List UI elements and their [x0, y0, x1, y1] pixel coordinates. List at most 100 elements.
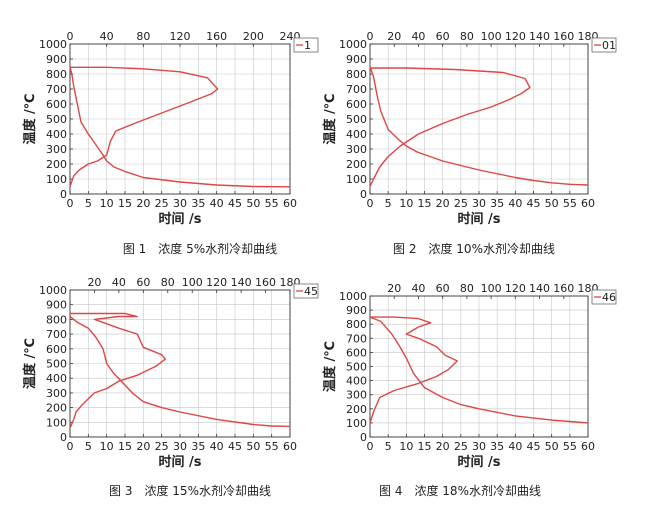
series-line-top-axis [69, 312, 167, 429]
y-tick-label: 600 [46, 98, 67, 111]
legend-label: 45 [304, 285, 318, 298]
y-tick-label: 900 [46, 299, 67, 312]
x-tick-label: 50 [246, 440, 260, 453]
top-tick-label: 100 [182, 276, 203, 289]
y-tick-label: 0 [60, 188, 67, 201]
top-tick-label: 20 [387, 282, 401, 295]
top-tick-label: 60 [436, 30, 450, 43]
x-tick-label: 20 [436, 197, 450, 210]
series-line-bottom-axis [369, 66, 589, 186]
x-tick-label: 60 [283, 197, 297, 210]
top-tick-label: 40 [100, 30, 114, 43]
x-tick-label: 50 [545, 197, 559, 210]
x-tick-label: 45 [527, 440, 541, 453]
legend-label: 46 [602, 291, 616, 304]
x-tick-label: 15 [418, 440, 432, 453]
series-line-bottom-axis [369, 316, 589, 424]
top-tick-label: 60 [136, 276, 150, 289]
top-tick-label: 100 [481, 282, 502, 295]
x-tick-label: 35 [490, 440, 504, 453]
x-tick-label: 15 [418, 197, 432, 210]
top-tick-label: 140 [529, 282, 550, 295]
chart-4: 0 5 10 15 20 25 30 35 40 45 50 55 600100200300400500… [322, 282, 617, 498]
y-tick-label: 500 [346, 113, 367, 126]
x-tick-label: 55 [265, 197, 279, 210]
x-tick-label: 40 [508, 197, 522, 210]
x-tick-label: 10 [399, 197, 413, 210]
x-tick-label: 20 [136, 440, 150, 453]
y-tick-label: 700 [346, 83, 367, 96]
y-tick-label: 200 [346, 158, 367, 171]
legend-box [591, 289, 617, 305]
y-tick-label: 500 [46, 113, 67, 126]
top-tick-label: 60 [436, 282, 450, 295]
figure-caption: 图 3 浓度 15%水剂冷却曲线 [109, 483, 271, 498]
y-tick-label: 300 [46, 143, 67, 156]
top-tick-label: 140 [231, 276, 252, 289]
x-tick-label: 0 [67, 440, 74, 453]
y-tick-label: 600 [46, 343, 67, 356]
x-tick-label: 45 [527, 197, 541, 210]
y-tick-label: 800 [346, 318, 367, 331]
y-axis-label: 温度 /℃ [22, 338, 38, 389]
x-tick-label: 55 [265, 440, 279, 453]
y-tick-label: 0 [360, 431, 367, 444]
x-axis-label: 时间 /s [158, 454, 201, 470]
x-tick-label: 45 [228, 197, 242, 210]
x-tick-label: 25 [454, 440, 468, 453]
chart-2: 0 5 10 15 20 25 30 35 40 45 50 55 600100200300400500… [322, 30, 617, 256]
x-tick-label: 50 [246, 197, 260, 210]
x-tick-label: 5 [85, 197, 92, 210]
top-tick-label: 160 [206, 30, 227, 43]
x-tick-label: 10 [399, 440, 413, 453]
x-tick-label: 20 [136, 197, 150, 210]
y-tick-label: 400 [46, 128, 67, 141]
x-tick-label: 25 [155, 197, 169, 210]
figure-caption: 图 1 浓度 5%水剂冷却曲线 [123, 241, 277, 256]
legend-label: 1 [304, 39, 311, 52]
x-tick-label: 5 [85, 440, 92, 453]
y-tick-label: 600 [346, 346, 367, 359]
x-axis-label: 时间 /s [158, 211, 201, 227]
x-tick-label: 50 [545, 440, 559, 453]
y-tick-label: 500 [346, 361, 367, 374]
x-tick-label: 30 [173, 197, 187, 210]
x-axis-label: 时间 /s [457, 454, 500, 470]
y-tick-label: 100 [346, 173, 367, 186]
top-tick-label: 80 [136, 30, 150, 43]
top-tick-label: 160 [553, 30, 574, 43]
top-tick-label: 140 [529, 30, 550, 43]
top-tick-label: 0 [67, 30, 74, 43]
y-tick-label: 200 [46, 158, 67, 171]
y-tick-label: 400 [46, 372, 67, 385]
y-tick-label: 700 [46, 328, 67, 341]
top-tick-label: 200 [243, 30, 264, 43]
x-tick-label: 55 [563, 440, 577, 453]
y-tick-label: 900 [346, 304, 367, 317]
top-tick-label: 80 [460, 30, 474, 43]
y-axis-label: 温度 /℃ [322, 93, 338, 144]
top-tick-label: 120 [505, 282, 526, 295]
y-tick-label: 100 [46, 416, 67, 429]
x-tick-label: 60 [581, 197, 595, 210]
top-tick-label: 160 [255, 276, 276, 289]
x-axis-label: 时间 /s [457, 211, 500, 227]
legend-box [591, 37, 617, 53]
x-tick-label: 60 [581, 440, 595, 453]
x-tick-label: 55 [563, 197, 577, 210]
top-tick-label: 40 [411, 30, 425, 43]
x-tick-label: 45 [228, 440, 242, 453]
top-tick-label: 20 [87, 276, 101, 289]
y-axis-label: 温度 /℃ [322, 341, 338, 392]
y-tick-label: 1000 [39, 284, 67, 297]
y-tick-label: 600 [346, 98, 367, 111]
y-tick-label: 700 [46, 83, 67, 96]
chart-3: 0 5 10 15 20 25 30 35 40 45 50 55 600100200300400500… [22, 276, 319, 498]
x-tick-label: 60 [283, 440, 297, 453]
x-tick-label: 35 [191, 197, 205, 210]
x-tick-label: 5 [385, 440, 392, 453]
figure-caption: 图 4 浓度 18%水剂冷却曲线 [379, 483, 541, 498]
x-tick-label: 0 [367, 440, 374, 453]
series-line-bottom-axis [69, 66, 291, 188]
top-tick-label: 20 [387, 30, 401, 43]
